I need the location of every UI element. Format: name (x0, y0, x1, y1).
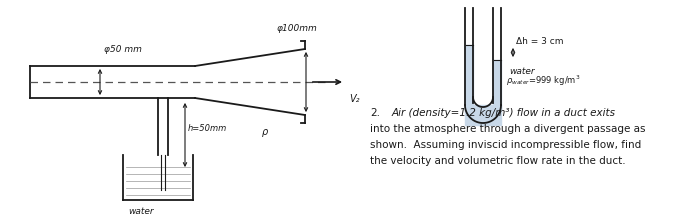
Text: shown.  Assuming inviscid incompressible flow, find: shown. Assuming inviscid incompressible … (370, 140, 641, 150)
Text: the velocity and volumetric flow rate in the duct.: the velocity and volumetric flow rate in… (370, 156, 626, 166)
Text: into the atmosphere through a divergent passage as: into the atmosphere through a divergent … (370, 124, 645, 134)
Text: water: water (509, 67, 535, 76)
Text: ρ: ρ (262, 127, 268, 137)
Text: $\rho_{water}$=999 kg/m$^3$: $\rho_{water}$=999 kg/m$^3$ (506, 74, 580, 88)
Text: 2.: 2. (370, 108, 380, 118)
Text: Air (density=1.2 kg/m³) flow in a duct exits: Air (density=1.2 kg/m³) flow in a duct e… (392, 108, 616, 118)
Text: φ100mm: φ100mm (277, 24, 318, 33)
Text: V₂: V₂ (349, 94, 360, 104)
Text: φ50 mm: φ50 mm (104, 45, 142, 54)
Text: water: water (128, 207, 153, 216)
Text: Δh = 3 cm: Δh = 3 cm (516, 37, 564, 46)
Text: h=50mm: h=50mm (188, 124, 228, 133)
